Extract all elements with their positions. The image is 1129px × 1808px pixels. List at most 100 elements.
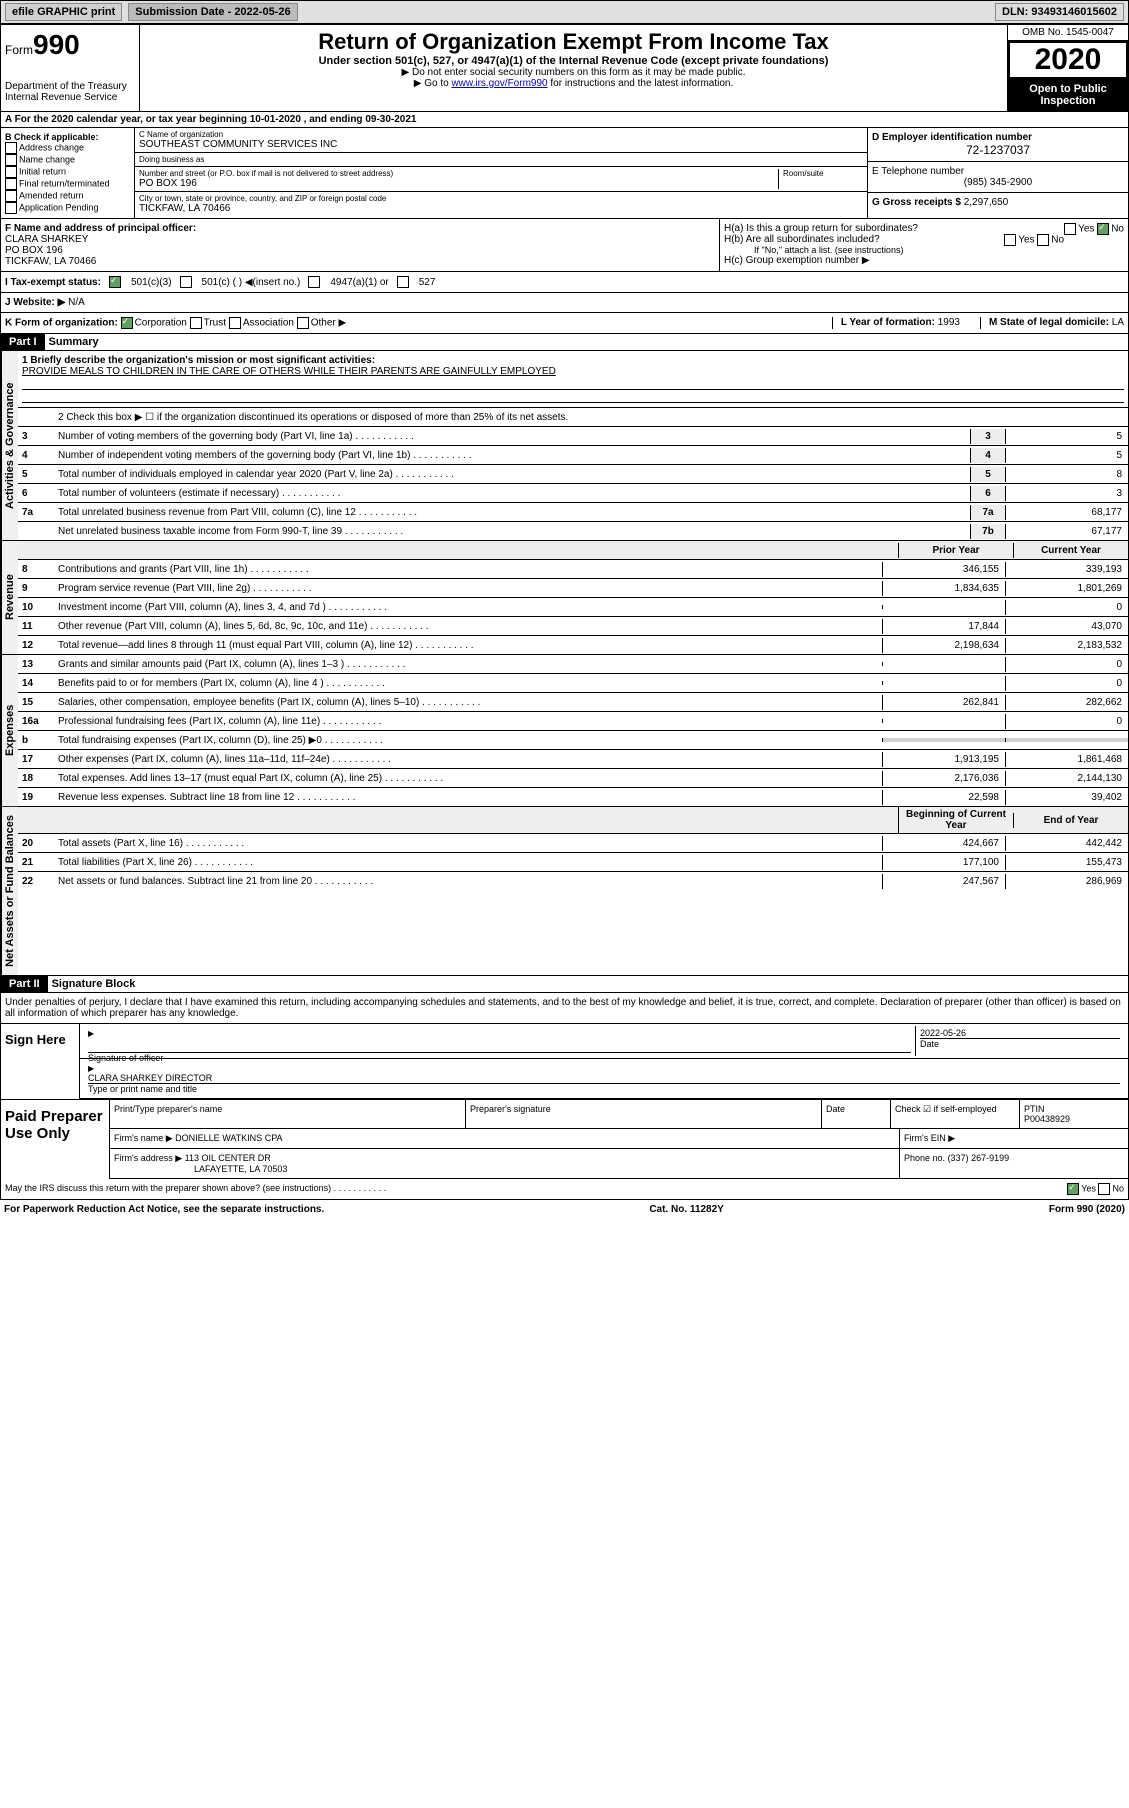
line-current: 1,861,468 <box>1005 752 1128 767</box>
chk-4947[interactable] <box>308 276 320 288</box>
line-prior <box>882 605 1005 609</box>
form-header: Form990 Department of the Treasury Inter… <box>0 24 1129 112</box>
mission-label: 1 Briefly describe the organization's mi… <box>22 355 1124 366</box>
line-box: 3 <box>970 429 1005 444</box>
line-current: 155,473 <box>1005 855 1128 870</box>
chk-application[interactable]: Application Pending <box>5 202 130 214</box>
line-current: 43,070 <box>1005 619 1128 634</box>
line-text: Number of independent voting members of … <box>54 448 970 463</box>
org-addr: PO BOX 196 <box>139 178 778 189</box>
firm-city: LAFAYETTE, LA 70503 <box>114 1164 287 1174</box>
ha: H(a) Is this a group return for subordin… <box>724 223 1124 234</box>
part2-header: Part II Signature Block <box>0 976 1129 993</box>
year-formation: 1993 <box>938 317 960 328</box>
col-end: End of Year <box>1013 813 1128 828</box>
line-text: Professional fundraising fees (Part IX, … <box>54 714 882 729</box>
line-prior: 2,198,634 <box>882 638 1005 653</box>
open-public: Open to Public Inspection <box>1008 79 1128 111</box>
line2: 2 Check this box ▶ ☐ if the organization… <box>54 410 1128 425</box>
chk-address[interactable]: Address change <box>5 142 130 154</box>
line-text: Net assets or fund balances. Subtract li… <box>54 874 882 889</box>
line-text: Other expenses (Part IX, column (A), lin… <box>54 752 882 767</box>
line-current: 0 <box>1005 657 1128 672</box>
officer-addr1: PO BOX 196 <box>5 245 715 256</box>
ptin-label: PTIN <box>1024 1104 1124 1114</box>
line-box: 4 <box>970 448 1005 463</box>
line-current <box>1005 738 1128 742</box>
prep-date-label: Date <box>822 1100 891 1128</box>
expenses-section: Expenses 13 Grants and similar amounts p… <box>0 655 1129 807</box>
discuss-yes[interactable] <box>1067 1183 1079 1195</box>
chk-other[interactable] <box>297 317 309 329</box>
chk-final[interactable]: Final return/terminated <box>5 178 130 190</box>
line-value: 5 <box>1005 448 1128 463</box>
line-text: Total expenses. Add lines 13–17 (must eq… <box>54 771 882 786</box>
efile-print-button[interactable]: efile GRAPHIC print <box>5 3 122 21</box>
side-governance: Activities & Governance <box>1 351 18 540</box>
submission-date: Submission Date - 2022-05-26 <box>128 3 297 21</box>
ein-label: D Employer identification number <box>872 132 1124 143</box>
chk-amended[interactable]: Amended return <box>5 190 130 202</box>
line-text: Benefits paid to or for members (Part IX… <box>54 676 882 691</box>
form990-link[interactable]: www.irs.gov/Form990 <box>451 78 547 89</box>
phone-label: E Telephone number <box>872 166 1124 177</box>
tax-exempt-row: I Tax-exempt status: 501(c)(3) 501(c) ( … <box>0 272 1129 293</box>
footer: For Paperwork Reduction Act Notice, see … <box>0 1200 1129 1219</box>
hb-note: If "No," attach a list. (see instruction… <box>724 245 1124 255</box>
line-text: Investment income (Part VIII, column (A)… <box>54 600 882 615</box>
line-current: 0 <box>1005 714 1128 729</box>
sig-name-title-label: Type or print name and title <box>88 1083 1120 1094</box>
sig-name-title: CLARA SHARKEY DIRECTOR <box>88 1073 1120 1083</box>
info-grid: B Check if applicable: Address change Na… <box>0 128 1129 219</box>
governance-section: Activities & Governance 1 Briefly descri… <box>0 351 1129 541</box>
line-value: 68,177 <box>1005 505 1128 520</box>
chk-501c[interactable] <box>180 276 192 288</box>
line-text: Grants and similar amounts paid (Part IX… <box>54 657 882 672</box>
col-begin: Beginning of Current Year <box>898 807 1013 833</box>
line-text: Revenue less expenses. Subtract line 18 … <box>54 790 882 805</box>
state-domicile: LA <box>1112 317 1124 328</box>
paperwork-notice: For Paperwork Reduction Act Notice, see … <box>4 1204 324 1215</box>
line-text: Salaries, other compensation, employee b… <box>54 695 882 710</box>
line-prior: 346,155 <box>882 562 1005 577</box>
check-self: Check ☑ if self-employed <box>891 1100 1020 1128</box>
perjury-text: Under penalties of perjury, I declare th… <box>1 993 1128 1023</box>
discuss-no[interactable] <box>1098 1183 1110 1195</box>
line-prior: 424,667 <box>882 836 1005 851</box>
line-current: 0 <box>1005 600 1128 615</box>
side-revenue: Revenue <box>1 541 18 654</box>
hb: H(b) Are all subordinates included? Yes … <box>724 234 1124 245</box>
sign-here: Sign Here <box>1 1024 80 1099</box>
line-value: 67,177 <box>1005 524 1128 539</box>
line-text: Number of voting members of the governin… <box>54 429 970 444</box>
line-text: Total assets (Part X, line 16) <box>54 836 882 851</box>
chk-name[interactable]: Name change <box>5 154 130 166</box>
line-value: 8 <box>1005 467 1128 482</box>
chk-initial[interactable]: Initial return <box>5 166 130 178</box>
line-prior <box>882 662 1005 666</box>
chk-assoc[interactable] <box>229 317 241 329</box>
line-current: 282,662 <box>1005 695 1128 710</box>
line-prior <box>882 681 1005 685</box>
chk-501c3[interactable] <box>109 276 121 288</box>
chk-corp[interactable] <box>121 317 133 329</box>
cat-no: Cat. No. 11282Y <box>649 1204 723 1215</box>
addr-label: Number and street (or P.O. box if mail i… <box>139 169 778 178</box>
room-label: Room/suite <box>783 169 863 178</box>
chk-trust[interactable] <box>190 317 202 329</box>
chk-527[interactable] <box>397 276 409 288</box>
side-netassets: Net Assets or Fund Balances <box>1 807 18 975</box>
line-prior: 2,176,036 <box>882 771 1005 786</box>
line-current: 2,144,130 <box>1005 771 1128 786</box>
line-current: 1,801,269 <box>1005 581 1128 596</box>
form-note1: ▶ Do not enter social security numbers o… <box>144 67 1003 78</box>
col-current: Current Year <box>1013 543 1128 558</box>
line-box: 5 <box>970 467 1005 482</box>
line-prior: 262,841 <box>882 695 1005 710</box>
mission-value: PROVIDE MEALS TO CHILDREN IN THE CARE OF… <box>22 366 1124 377</box>
line-value: 3 <box>1005 486 1128 501</box>
officer-section: F Name and address of principal officer:… <box>0 219 1129 272</box>
header-bar: efile GRAPHIC print Submission Date - 20… <box>0 0 1129 24</box>
dba-label: Doing business as <box>139 155 863 164</box>
sig-date-val: 2022-05-26 <box>920 1028 1120 1038</box>
